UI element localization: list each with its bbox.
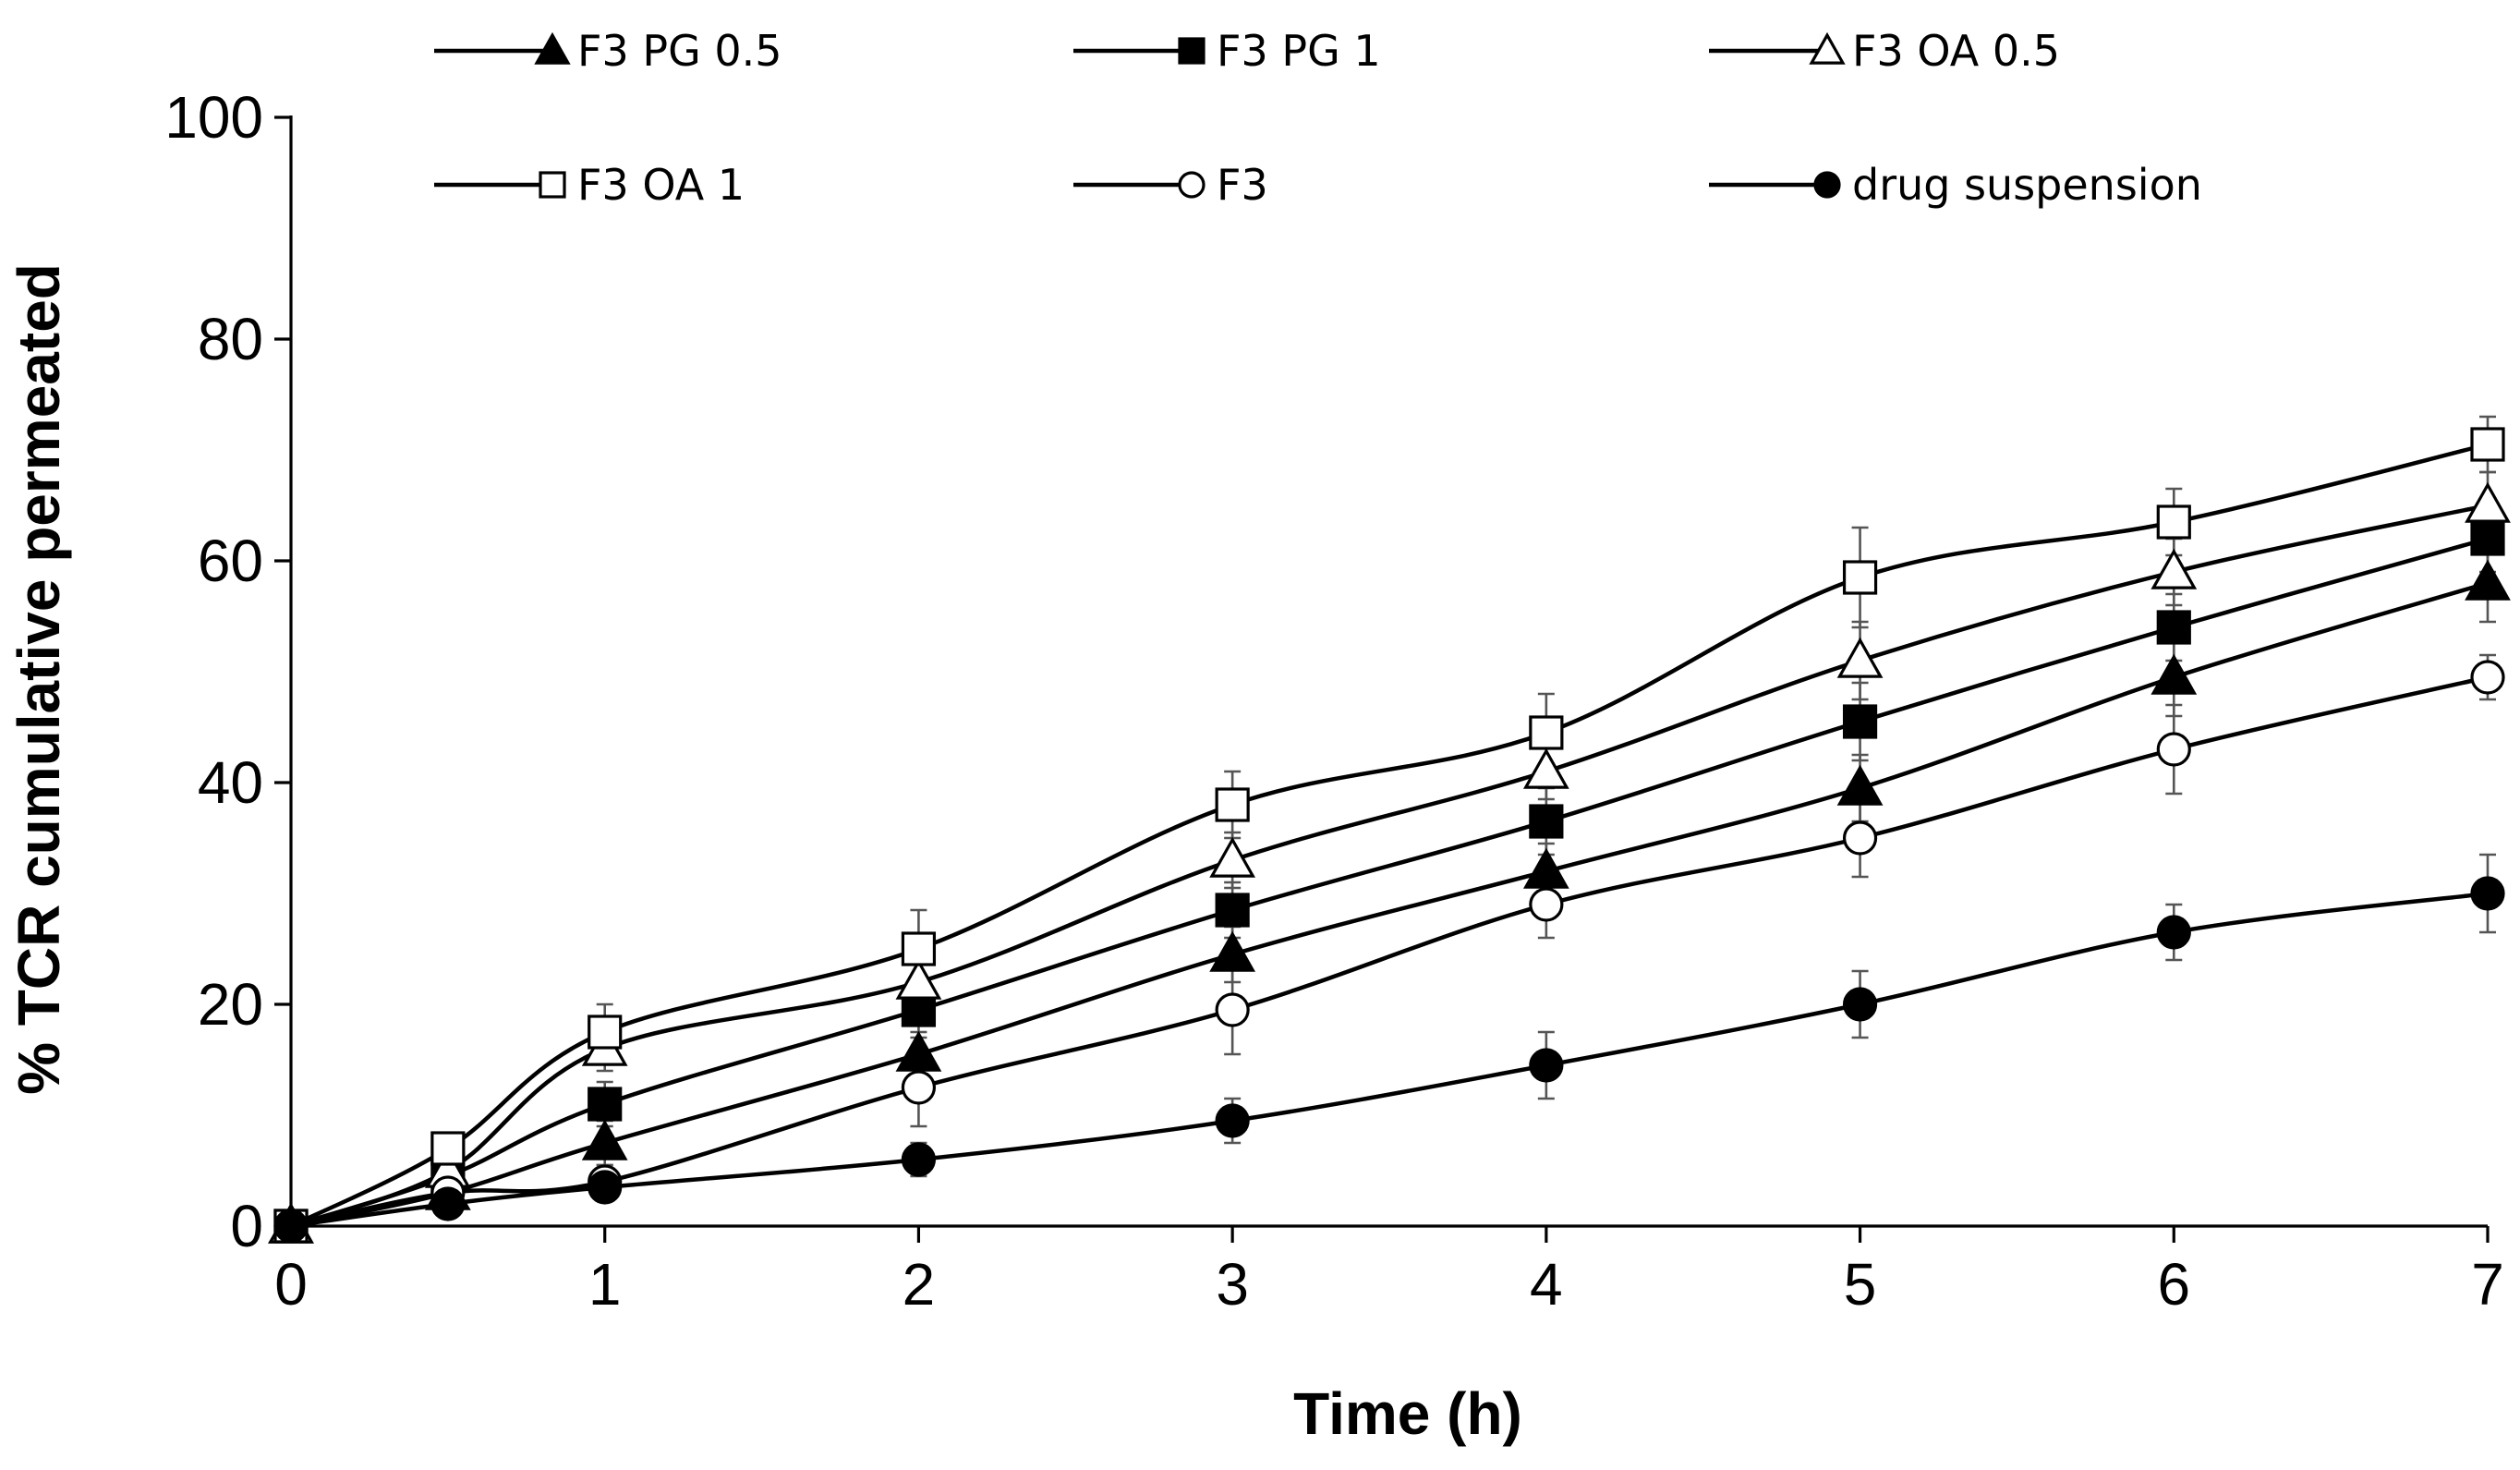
- legend-marker-f3-pg-0-5: [534, 31, 571, 65]
- data-point-f3-oa-1: [430, 1131, 466, 1166]
- legend-marker-f3-oa-1: [539, 171, 566, 199]
- legend-item-f3-pg-1: F3 PG 1: [1073, 26, 1381, 76]
- markers-layer: [268, 427, 2511, 1244]
- data-point-f3-oa-0-5: [1209, 836, 1256, 878]
- data-point-f3-oa-1: [2470, 427, 2505, 462]
- legend-label: F3 OA 0.5: [1852, 26, 2060, 76]
- data-point-drug-suspension: [1215, 1103, 1250, 1138]
- x-tick-label: 2: [903, 1251, 936, 1318]
- legend: F3 PG 0.5 F3 PG 1 F3 OA 0.5 F3 OA 1 F3 drug s…: [434, 26, 2202, 210]
- y-tick-label: 0: [230, 1193, 263, 1259]
- legend-item-f3: F3: [1073, 160, 1268, 210]
- legend-label: F3 PG 0.5: [577, 26, 782, 76]
- data-point-f3-oa-1: [1529, 715, 1564, 750]
- data-point-f3: [901, 1070, 937, 1105]
- axes-layer: [289, 115, 2488, 1228]
- legend-item-f3-oa-1: F3 OA 1: [434, 160, 745, 210]
- ticks-layer: 0 20 40 60 80 100 0 1 2 3 4 5 6 7: [164, 84, 2504, 1318]
- x-tick-label: 4: [1530, 1251, 1563, 1318]
- legend-item-f3-pg-0-5: F3 PG 0.5: [434, 26, 782, 76]
- legend-label: drug suspension: [1852, 160, 2202, 210]
- y-axis-title: % TCR cumulative permeated: [6, 263, 72, 1095]
- legend-label: F3 PG 1: [1217, 26, 1381, 76]
- legend-marker-f3-oa-0-5: [1809, 31, 1846, 65]
- data-point-f3-pg-1: [1215, 893, 1250, 928]
- x-tick-label: 1: [588, 1251, 622, 1318]
- x-tick-label: 5: [1844, 1251, 1877, 1318]
- series-line-f3-oa-1: [288, 442, 2490, 1229]
- data-point-f3: [2156, 732, 2191, 767]
- data-point-f3-pg-1: [2156, 610, 2191, 645]
- series-line-f3: [288, 674, 2490, 1229]
- legend-marker-drug-suspension: [1813, 171, 1841, 199]
- data-point-f3: [1215, 992, 1250, 1027]
- data-point-f3-pg-0-5: [1522, 847, 1569, 889]
- data-point-f3-oa-1: [1215, 787, 1250, 822]
- series-line-drug-suspension: [288, 891, 2490, 1229]
- data-point-f3-oa-0-5: [2150, 548, 2198, 589]
- data-point-f3-pg-1: [588, 1087, 623, 1122]
- legend-item-drug-suspension: drug suspension: [1709, 160, 2202, 210]
- x-tick-label: 0: [274, 1251, 308, 1318]
- data-point-f3-oa-0-5: [2465, 481, 2511, 523]
- data-point-f3-pg-0-5: [895, 1030, 942, 1072]
- data-point-f3-pg-0-5: [2150, 653, 2198, 695]
- x-tick-label: 7: [2471, 1251, 2504, 1318]
- data-point-drug-suspension: [588, 1170, 623, 1205]
- legend-label: F3: [1217, 160, 1268, 210]
- legend-label: F3 OA 1: [577, 160, 745, 210]
- data-point-f3-oa-1: [901, 931, 937, 966]
- data-point-f3: [1529, 887, 1564, 922]
- data-point-f3: [1842, 820, 1878, 856]
- series-line-f3-pg-0-5: [288, 580, 2490, 1229]
- data-point-drug-suspension: [1842, 987, 1878, 1022]
- legend-item-f3-oa-0-5: F3 OA 0.5: [1709, 26, 2060, 76]
- data-point-f3-oa-0-5: [1522, 747, 1569, 789]
- data-point-f3-pg-0-5: [2465, 559, 2511, 601]
- data-point-drug-suspension: [2470, 876, 2505, 911]
- data-point-f3-oa-0-5: [1836, 637, 1884, 678]
- data-point-drug-suspension: [901, 1142, 937, 1177]
- data-point-f3-pg-0-5: [1836, 764, 1884, 806]
- data-point-f3-pg-1: [1842, 704, 1878, 739]
- data-point-drug-suspension: [1529, 1048, 1564, 1083]
- x-tick-label: 3: [1216, 1251, 1249, 1318]
- legend-marker-f3-pg-1: [1178, 37, 1205, 65]
- x-axis-title: Time (h): [1293, 1380, 1522, 1447]
- data-point-f3-pg-1: [2470, 521, 2505, 556]
- data-point-drug-suspension: [430, 1186, 466, 1221]
- data-point-f3-oa-1: [1842, 560, 1878, 595]
- data-point-drug-suspension: [2156, 915, 2191, 950]
- y-tick-label: 40: [198, 749, 263, 816]
- series-lines-layer: [288, 442, 2490, 1229]
- series-line-f3-pg-1: [288, 536, 2490, 1229]
- data-point-f3-pg-0-5: [581, 1119, 628, 1160]
- data-point-f3: [2470, 660, 2505, 695]
- y-tick-label: 60: [198, 528, 263, 594]
- data-point-f3-oa-1: [2156, 504, 2191, 540]
- data-point-f3-pg-1: [1529, 804, 1564, 839]
- y-tick-label: 80: [198, 306, 263, 372]
- y-tick-label: 100: [164, 84, 263, 151]
- y-tick-label: 20: [198, 971, 263, 1038]
- series-line-f3-oa-0-5: [288, 503, 2490, 1229]
- data-point-f3-pg-0-5: [1209, 930, 1256, 972]
- x-tick-label: 6: [2157, 1251, 2190, 1318]
- data-point-f3-oa-1: [588, 1014, 623, 1050]
- data-point-f3-oa-0-5: [895, 958, 942, 1000]
- legend-marker-f3: [1178, 171, 1205, 199]
